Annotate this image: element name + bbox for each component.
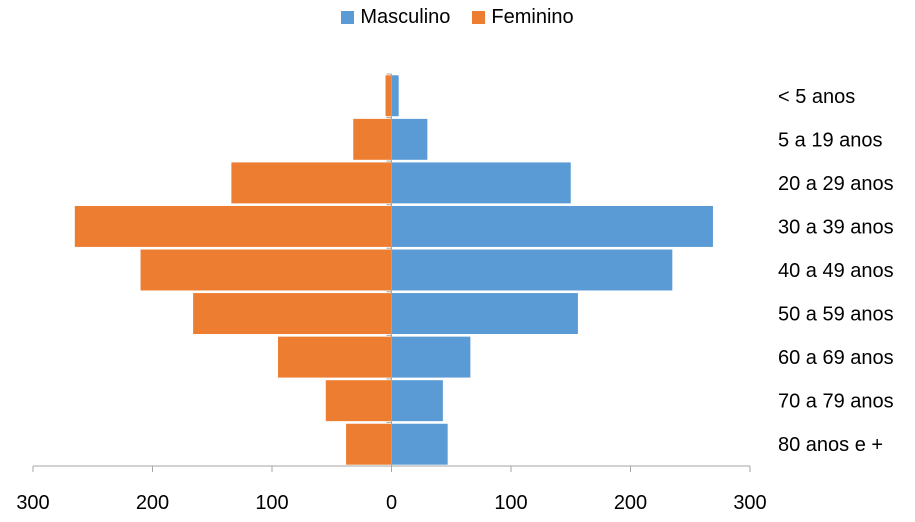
bar-feminino-5 [193,293,392,335]
x-tick-label-2: 100 [255,492,288,514]
x-tick-label-1: 200 [136,492,169,514]
bar-masculino-2 [391,162,571,204]
legend-label-female: Feminino [491,6,574,28]
category-label-2: 20 a 29 anos [778,173,894,195]
category-label-4: 40 a 49 anos [778,260,894,282]
legend-label-male: Masculino [360,6,451,28]
bar-masculino-3 [391,205,713,247]
bar-masculino-0 [391,75,399,117]
x-tick-label-3: 0 [386,492,397,514]
bar-feminino-0 [385,75,392,117]
x-tick-label-6: 300 [733,492,766,514]
bar-masculino-8 [391,423,448,465]
bar-masculino-6 [391,336,471,378]
legend-item-female: Feminino [472,6,574,29]
bar-feminino-4 [140,249,392,291]
category-label-0: < 5 anos [778,86,855,108]
category-label-8: 80 anos e + [778,434,883,456]
x-tick-label-0: 300 [16,492,49,514]
bar-masculino-7 [391,380,443,422]
category-label-1: 5 a 19 anos [778,129,883,151]
bar-masculino-5 [391,293,578,335]
bar-feminino-3 [74,205,392,247]
legend-swatch-female [472,11,486,24]
x-tick-label-5: 200 [614,492,647,514]
legend-swatch-male [341,11,355,24]
bar-feminino-1 [353,118,392,160]
category-label-7: 70 a 79 anos [778,391,894,413]
bar-feminino-6 [277,336,392,378]
bar-masculino-4 [391,249,673,291]
bar-feminino-8 [346,423,392,465]
bar-masculino-1 [391,118,428,160]
bar-feminino-2 [231,162,392,204]
bar-feminino-7 [325,380,392,422]
category-label-3: 30 a 39 anos [778,216,894,238]
legend-item-male: Masculino [341,6,450,29]
chart-legend: Masculino Feminino [0,6,915,29]
category-label-5: 50 a 59 anos [778,304,894,326]
x-tick-label-4: 100 [494,492,527,514]
category-label-6: 60 a 69 anos [778,347,894,369]
